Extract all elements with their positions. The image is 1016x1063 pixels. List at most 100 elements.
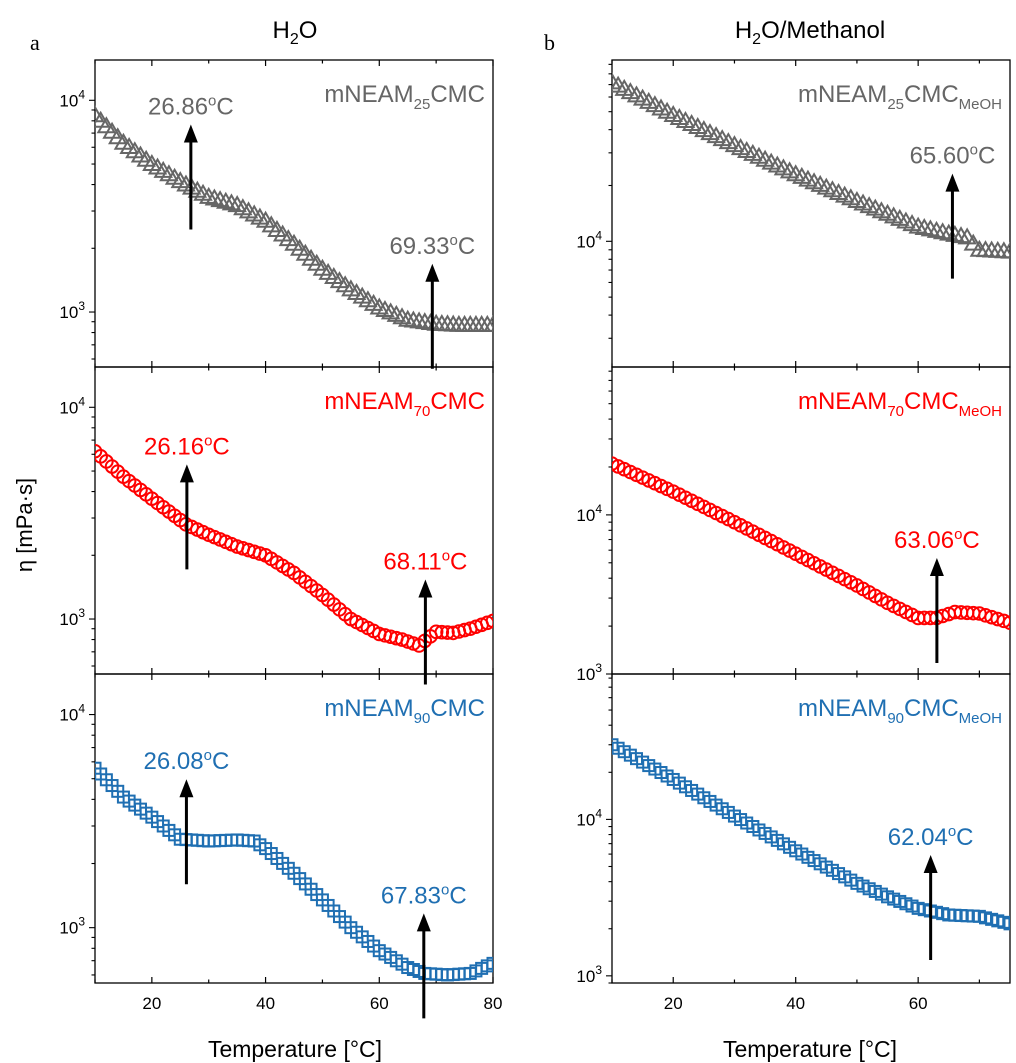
- y-tick-base: 10: [576, 665, 595, 684]
- y-tick-label: 104: [576, 228, 602, 251]
- series-markers: [95, 105, 493, 332]
- y-tick-label: 104: [59, 702, 85, 725]
- y-tick-base: 10: [59, 919, 78, 938]
- data-point: [198, 186, 219, 204]
- annotation-degree: o: [948, 823, 956, 840]
- series-markers: [95, 761, 493, 982]
- annotation-degree: o: [441, 881, 449, 898]
- series-markers: [95, 443, 493, 653]
- y-tick-base: 10: [576, 506, 595, 525]
- arrow-head: [425, 263, 440, 282]
- data-point: [612, 738, 619, 752]
- data-point: [95, 443, 103, 459]
- x-tick-label: 20: [142, 994, 161, 1013]
- panel-b1: 104 mNEAM25CMCMeOH 65.60oC: [576, 59, 1011, 368]
- annotation-degree: o: [954, 526, 962, 543]
- data-point: [1002, 615, 1010, 631]
- series-label: mNEAM25CMC: [324, 81, 485, 113]
- series-label-sub: 90: [887, 710, 904, 727]
- data-point: [440, 625, 455, 640]
- annotation-value: 68.11: [383, 549, 441, 576]
- y-tick-base: 10: [59, 398, 78, 417]
- series-label-text: CMC: [904, 388, 959, 415]
- series-label-sub: 90: [414, 710, 431, 727]
- series-markers: [612, 456, 1010, 631]
- annotation-unit: C: [212, 748, 229, 775]
- annotation-label: 65.60oC: [910, 142, 996, 170]
- x-tick-label: 80: [484, 994, 503, 1013]
- series-label-text: mNEAM: [324, 695, 413, 722]
- series-markers: [612, 72, 1010, 259]
- annotation-value: 69.33: [389, 233, 449, 260]
- y-tick-exp: 3: [595, 661, 602, 675]
- arrow-head: [183, 124, 198, 143]
- data-point: [486, 956, 493, 970]
- y-tick-label: 103: [59, 299, 85, 322]
- data-point: [945, 224, 965, 242]
- series-label-text: mNEAM: [324, 388, 413, 415]
- y-tick-exp: 3: [78, 299, 85, 313]
- data-point: [210, 190, 230, 208]
- annotation-degree: o: [208, 93, 216, 110]
- y-tick-label: 103: [576, 963, 602, 986]
- panel-letter-b: b: [544, 30, 555, 55]
- series-label-text: mNEAM: [324, 81, 413, 108]
- y-tick-exp: 3: [595, 963, 602, 977]
- data-point: [1000, 241, 1010, 259]
- annotation-unit: C: [956, 824, 973, 851]
- annotation-unit: C: [450, 549, 467, 576]
- series-label: mNEAM90CMC: [324, 695, 485, 727]
- arrow-head: [416, 913, 431, 932]
- annotation-unit: C: [216, 94, 233, 121]
- series-label: mNEAM70CMCMeOH: [798, 388, 1002, 420]
- annotation-unit: C: [449, 882, 466, 909]
- arrow-head: [945, 173, 960, 192]
- series-label-text: CMC: [430, 81, 485, 108]
- y-tick-label: 103: [59, 915, 85, 938]
- annotation-value: 67.83: [381, 882, 441, 909]
- annotation-label: 62.04oC: [888, 823, 974, 851]
- series-label: mNEAM70CMC: [324, 388, 485, 420]
- y-tick-base: 10: [59, 91, 78, 110]
- data-point: [434, 624, 450, 640]
- annotation-degree: o: [204, 747, 212, 764]
- data-point: [485, 613, 493, 629]
- arrow-head: [418, 579, 433, 598]
- data-point: [483, 314, 493, 332]
- arrow-head: [929, 557, 944, 576]
- annotation-degree: o: [970, 142, 978, 159]
- y-tick-base: 10: [59, 610, 78, 629]
- arrow-head: [179, 779, 194, 798]
- data-point: [216, 191, 236, 209]
- series-label-text: CMC: [430, 695, 485, 722]
- data-point: [963, 233, 983, 251]
- series-label: mNEAM90CMCMeOH: [798, 695, 1002, 727]
- y-tick-exp: 4: [595, 228, 602, 242]
- annotation-degree: o: [204, 432, 212, 449]
- x-tick-label: 40: [256, 994, 275, 1013]
- series-label-text: mNEAM: [798, 81, 887, 108]
- series-label-sub: MeOH: [959, 96, 1002, 113]
- y-tick-label: 104: [576, 806, 602, 829]
- y-tick-exp: 3: [78, 606, 85, 620]
- annotation-label: 68.11oC: [383, 548, 467, 576]
- series-label-sub: 25: [414, 96, 431, 113]
- annotation-degree: o: [450, 232, 458, 249]
- series-label-sub: 70: [414, 403, 431, 420]
- annotation-degree: o: [442, 548, 450, 565]
- annotation-unit: C: [212, 433, 229, 460]
- annotation-value: 63.06: [894, 527, 954, 554]
- arrow-head: [179, 464, 194, 483]
- series-label-sub: 70: [887, 403, 904, 420]
- y-tick-exp: 3: [78, 915, 85, 929]
- series-label-sub: MeOH: [959, 710, 1002, 727]
- column-title-b: H2O/Methanol: [735, 17, 885, 48]
- y-tick-label: 103: [576, 661, 602, 684]
- y-tick-label: 103: [59, 606, 85, 629]
- series-label-sub: MeOH: [959, 403, 1002, 420]
- y-tick-label: 104: [59, 394, 85, 417]
- plot-frame: [94, 673, 494, 984]
